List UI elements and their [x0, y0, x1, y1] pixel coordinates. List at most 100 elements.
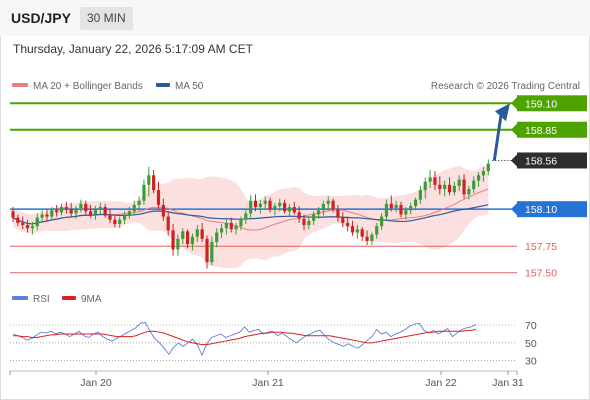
candle [268, 197, 272, 213]
candle-body [316, 210, 321, 215]
candle-body [108, 215, 112, 220]
candle-body [59, 207, 64, 213]
candle-body [229, 222, 233, 230]
candle [355, 225, 359, 239]
candle [205, 235, 209, 269]
candle-body [404, 210, 408, 215]
timeframe-button[interactable]: 30 MIN [80, 7, 133, 30]
level-label: 159.10 [525, 98, 557, 110]
candle-body [360, 229, 364, 237]
candle-body [93, 209, 98, 215]
candle [477, 172, 481, 187]
candle-body [219, 228, 224, 233]
candle [302, 214, 306, 231]
candle [389, 195, 393, 212]
candle [108, 209, 112, 223]
level-tag-158.85 [517, 121, 587, 138]
candle-body [30, 226, 34, 229]
candle-body [292, 207, 296, 213]
candle [84, 200, 88, 215]
candle-body [423, 181, 427, 191]
candle-body [55, 210, 59, 213]
candle [103, 203, 107, 218]
candle [113, 214, 117, 228]
candle-body [253, 200, 258, 208]
credit-label: Research © 2026 Trading Central [431, 81, 580, 92]
level-labels: 159.10 158.85 158.56 158.10 157.75 157.50 [511, 95, 587, 280]
candle-body [418, 190, 422, 200]
candle [481, 166, 486, 182]
candle [486, 159, 490, 176]
candle [244, 210, 248, 224]
candle [292, 201, 296, 215]
rsi-legend: RSI 9MA [12, 294, 102, 305]
candle [234, 222, 238, 235]
candle-body [409, 206, 413, 211]
candle [350, 220, 355, 236]
candle-body [21, 222, 25, 226]
candle [443, 180, 447, 197]
candle [239, 216, 243, 231]
level-tag-pointer-159.10 [511, 97, 517, 110]
candle-body [156, 190, 161, 205]
candle [176, 234, 180, 256]
candle [365, 230, 369, 246]
target-arrow [492, 103, 510, 161]
candle [394, 200, 398, 213]
candle-body [278, 202, 282, 206]
rsi-panel: 70 50 30 [10, 320, 537, 368]
candle [297, 206, 301, 223]
candle-body [215, 232, 219, 242]
candle-body [399, 204, 403, 215]
level-label: 158.85 [525, 125, 557, 137]
candle-body [375, 226, 379, 235]
candle-body [147, 175, 151, 185]
candle-body [389, 203, 393, 209]
candle-body [394, 204, 398, 209]
candle-body [443, 184, 447, 190]
candle [122, 211, 127, 224]
candle [166, 212, 170, 236]
candle [413, 197, 418, 211]
candle-body [384, 203, 389, 217]
candle-body [25, 225, 30, 229]
candle-body [79, 203, 83, 209]
candle-body [239, 219, 243, 227]
candle-body [447, 184, 452, 193]
candle-body [35, 217, 39, 227]
candle-body [171, 230, 175, 250]
currency-pair: USD/JPY [11, 10, 71, 26]
candle [16, 214, 20, 227]
candle-body [40, 214, 44, 218]
ma9-legend-label: 9MA [81, 294, 102, 305]
candle-body [370, 234, 374, 241]
candle-body [413, 199, 418, 206]
level-label: 158.10 [525, 204, 557, 216]
candle-body [16, 217, 20, 223]
candle-body [98, 207, 102, 210]
ma50-legend-label: MA 50 [175, 81, 204, 92]
ma20-legend-label: MA 20 + Bollinger Bands [33, 81, 143, 92]
candle [152, 170, 156, 194]
rsi-tick-label: 30 [525, 356, 537, 368]
candle [287, 203, 292, 217]
candle-body [365, 236, 369, 241]
candle [438, 176, 442, 195]
rsi-tick-label: 50 [525, 338, 537, 350]
candle-body [190, 236, 195, 245]
candle-body [132, 204, 136, 212]
candle [11, 207, 15, 222]
x-tick-label: Jan 22 [425, 377, 457, 389]
candle-body [142, 184, 146, 201]
candle-body [273, 206, 277, 210]
candle [307, 217, 311, 230]
level-label: 158.56 [525, 155, 557, 167]
ma9-legend-swatch [62, 296, 76, 300]
candle-body [161, 204, 165, 217]
candle [132, 200, 136, 216]
candle [229, 217, 233, 233]
candle [89, 204, 93, 218]
level-label: 157.75 [525, 241, 557, 253]
candle [409, 202, 413, 215]
candle [380, 213, 384, 231]
